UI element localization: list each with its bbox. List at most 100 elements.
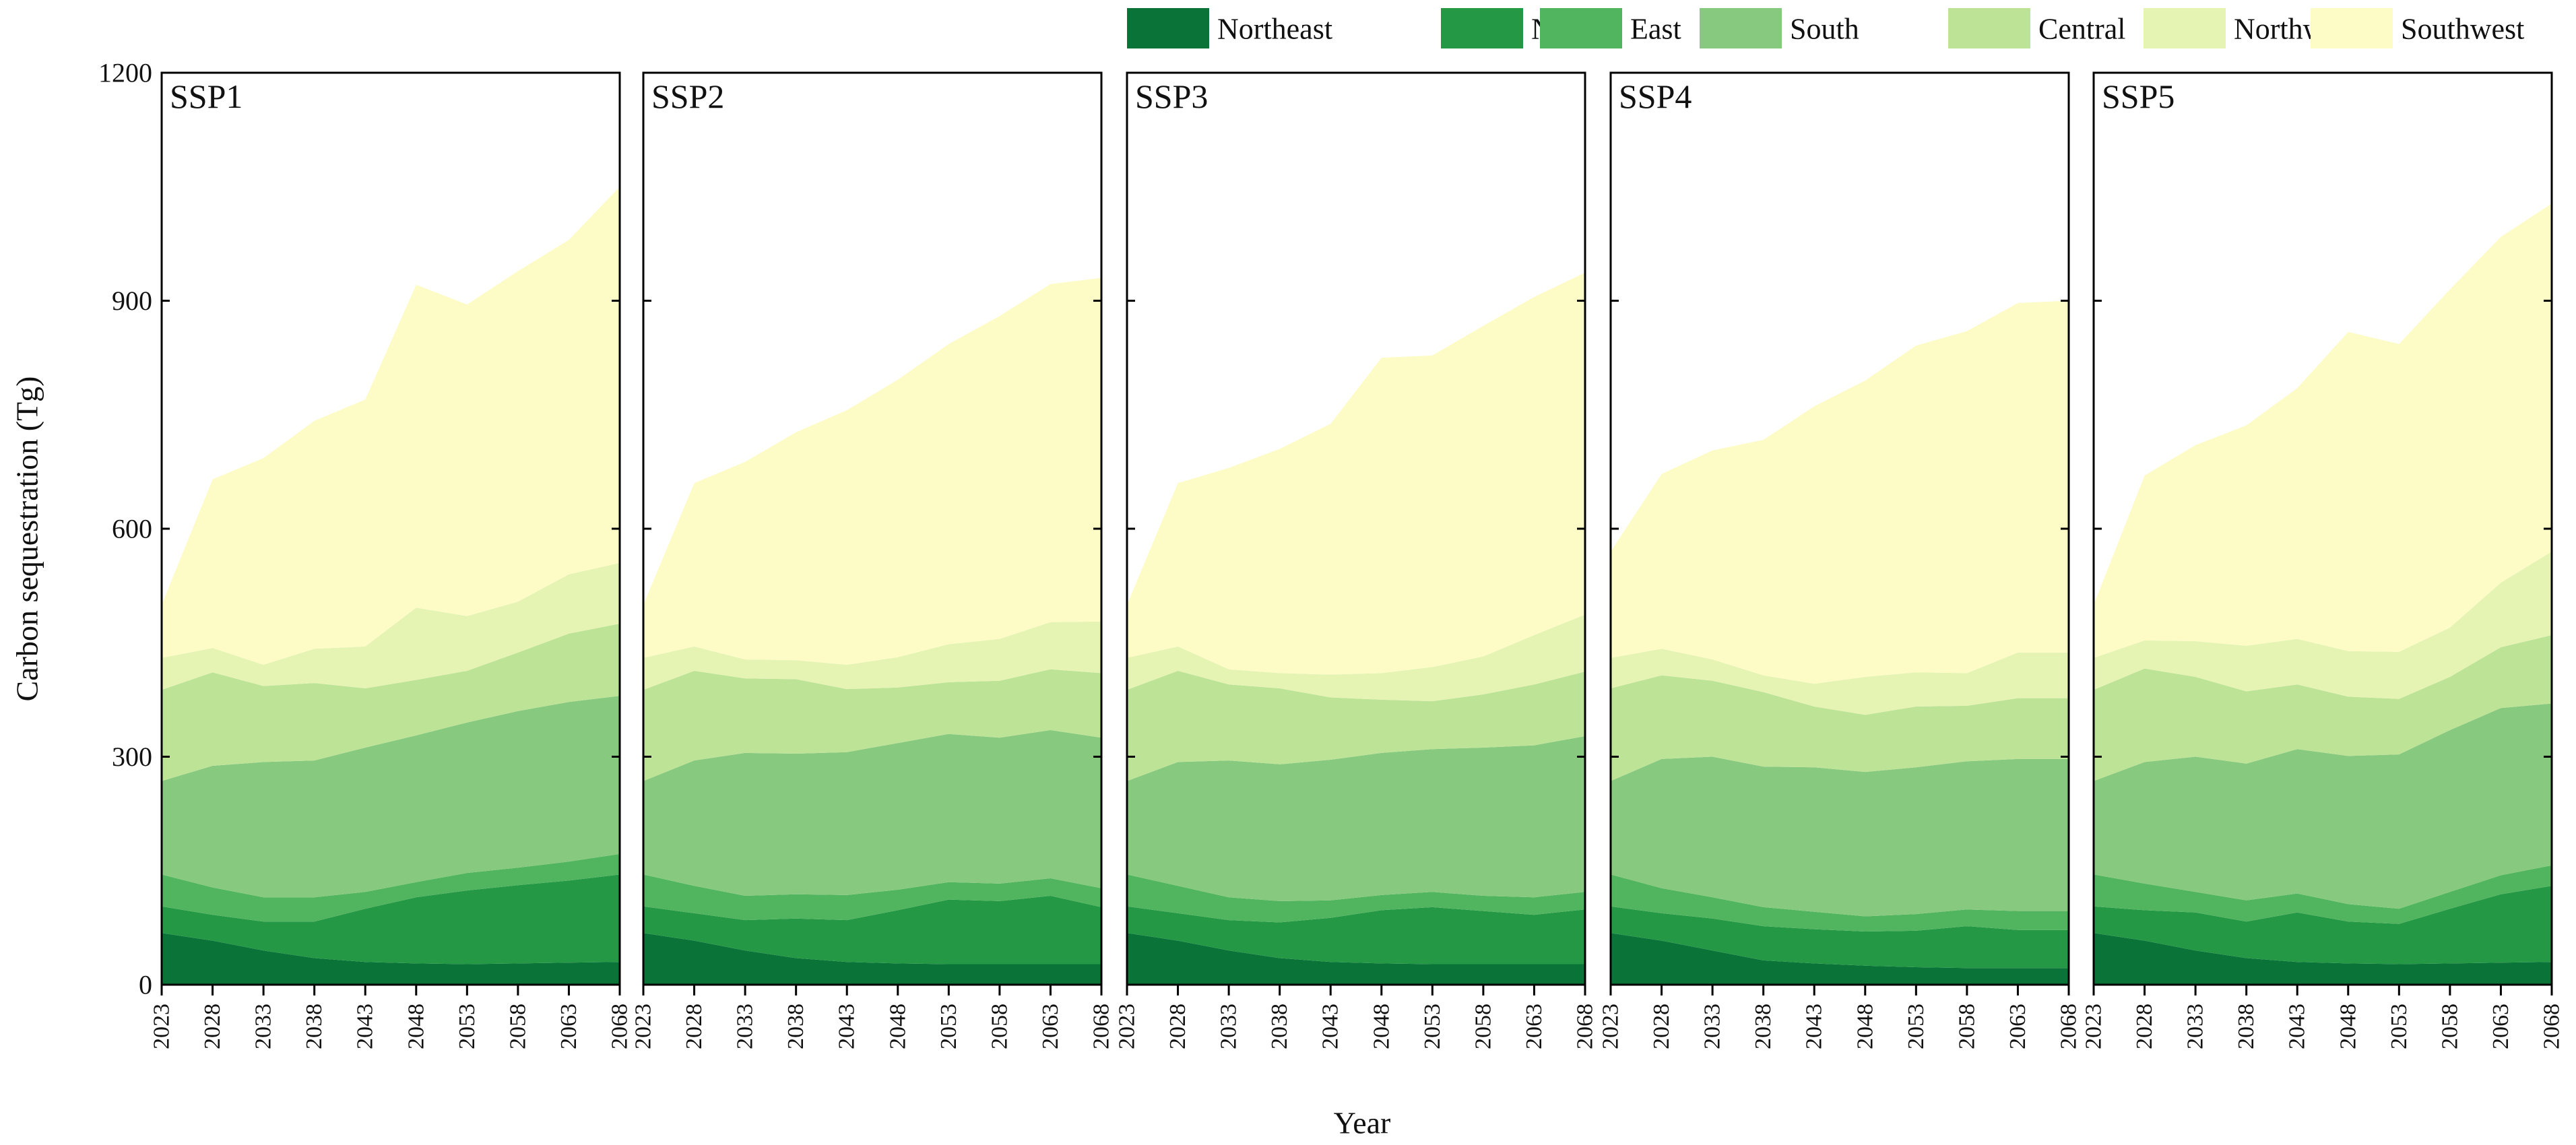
- panel-ssp4: 2023 2028 2033 2038 2043 2048 2053 2058 2063 2068…: [1599, 71, 2082, 1049]
- x-tick-label: 2023: [631, 1004, 656, 1049]
- x-tick-label: 2063: [2488, 1004, 2513, 1049]
- y-tick-label: 0: [139, 970, 152, 1000]
- x-tick-label: 2063: [556, 1004, 581, 1049]
- area-ssp1-southwest: [162, 187, 620, 665]
- x-axis-label: Year: [1334, 1106, 1391, 1140]
- area-ssp3-central: [1127, 671, 1585, 781]
- area-ssp2-east: [643, 874, 1101, 921]
- area-ssp2-northwest: [643, 621, 1101, 690]
- panel-ssp3: 2023 2028 2033 2038 2043 2048 2053 2058 2063 2068…: [1115, 71, 1598, 1049]
- area-ssp3-north: [1127, 906, 1585, 964]
- legend-label: Southwest: [2401, 13, 2524, 46]
- area-ssp3-south: [1127, 736, 1585, 901]
- area-ssp3-east: [1127, 874, 1585, 923]
- legend: NortheastNorthEastSouthCentralNorthwestS…: [1127, 8, 2524, 48]
- legend-item-east: East: [1540, 8, 1681, 48]
- area-ssp1-central: [162, 624, 620, 781]
- area-ssp4-northwest: [1611, 649, 2069, 715]
- x-tick-label: 2063: [1038, 1004, 1063, 1049]
- panel-title: SSP2: [651, 77, 724, 115]
- area-ssp2-southwest: [643, 277, 1101, 665]
- x-tick-label: 2038: [302, 1004, 327, 1049]
- area-ssp1-northeast: [162, 933, 620, 985]
- legend-item-south: South: [1700, 8, 1859, 48]
- panel-ssp1: 2023 2028 2033 2038 2043 2048 2053 2058 2063 2068…: [150, 71, 633, 1049]
- x-tick-label: 2028: [682, 1004, 707, 1049]
- x-tick-label: 2043: [835, 1004, 860, 1049]
- x-tick-label: 2068: [1089, 1004, 1114, 1049]
- area-ssp5-northwest: [2094, 551, 2552, 699]
- x-tick-label: 2048: [2336, 1004, 2360, 1049]
- y-tick-label: 1200: [98, 58, 152, 88]
- x-tick-label: 2028: [1649, 1004, 1674, 1049]
- area-ssp4-northeast: [1611, 933, 2069, 985]
- x-tick-label: 2058: [505, 1004, 530, 1049]
- x-tick-label: 2058: [987, 1004, 1012, 1049]
- area-ssp5-south: [2094, 703, 2552, 909]
- x-tick-label: 2058: [1954, 1004, 1979, 1049]
- x-tick-label: 2058: [1471, 1004, 1495, 1049]
- x-tick-label: 2068: [608, 1004, 633, 1049]
- x-tick-label: 2048: [404, 1004, 428, 1049]
- area-ssp3-northwest: [1127, 614, 1585, 702]
- y-tick-label: 300: [112, 742, 152, 772]
- legend-item-central: Central: [1948, 8, 2126, 48]
- area-ssp5-north: [2094, 886, 2552, 964]
- area-ssp2-south: [643, 730, 1101, 896]
- x-tick-label: 2063: [1522, 1004, 1547, 1049]
- y-tick-label: 900: [112, 286, 152, 316]
- x-tick-label: 2048: [1853, 1004, 1877, 1049]
- legend-label: Central: [2038, 13, 2126, 46]
- x-tick-label: 2068: [1573, 1004, 1598, 1049]
- y-tick-label: 600: [112, 514, 152, 544]
- x-tick-label: 2023: [2082, 1004, 2106, 1049]
- area-ssp3-northeast: [1127, 933, 1585, 985]
- area-ssp5-east: [2094, 865, 2552, 924]
- area-ssp1-north: [162, 874, 620, 964]
- x-tick-label: 2038: [1751, 1004, 1776, 1049]
- area-ssp3-southwest: [1127, 272, 1585, 675]
- area-ssp5-southwest: [2094, 203, 2552, 658]
- area-ssp2-northeast: [643, 933, 1101, 985]
- x-tick-label: 2028: [200, 1004, 225, 1049]
- panel-title: SSP1: [170, 77, 243, 115]
- x-tick-label: 2043: [2285, 1004, 2310, 1049]
- legend-swatch: [2311, 8, 2393, 48]
- legend-label: East: [1630, 13, 1681, 46]
- x-tick-label: 2063: [2005, 1004, 2030, 1049]
- legend-label: Northeast: [1217, 13, 1332, 46]
- panel-title: SSP4: [1619, 77, 1692, 115]
- x-tick-label: 2028: [2132, 1004, 2157, 1049]
- area-ssp4-south: [1611, 756, 2069, 917]
- legend-swatch: [1700, 8, 1782, 48]
- x-tick-label: 2043: [353, 1004, 378, 1049]
- chart-panels: 2023 2028 2033 2038 2043 2048 2053 2058 2063 2068…: [150, 71, 2565, 1049]
- x-tick-label: 2033: [1217, 1004, 1242, 1049]
- x-tick-label: 2023: [150, 1004, 174, 1049]
- x-tick-label: 2068: [2540, 1004, 2565, 1049]
- panel-ssp5: 2023 2028 2033 2038 2043 2048 2053 2058 2063 2068…: [2082, 71, 2565, 1049]
- x-tick-label: 2038: [2234, 1004, 2259, 1049]
- area-ssp5-northeast: [2094, 933, 2552, 985]
- x-tick-label: 2023: [1599, 1004, 1623, 1049]
- x-tick-label: 2053: [936, 1004, 961, 1049]
- x-tick-label: 2068: [2057, 1004, 2082, 1049]
- y-axis: 0 300 600 900 1200: [98, 58, 152, 1000]
- area-ssp4-central: [1611, 675, 2069, 781]
- legend-swatch: [1948, 8, 2030, 48]
- area-ssp4-east: [1611, 874, 2069, 931]
- legend-swatch: [1441, 8, 1523, 48]
- legend-item-southwest: Southwest: [2311, 8, 2524, 48]
- x-tick-label: 2053: [2387, 1004, 2412, 1049]
- x-tick-label: 2028: [1165, 1004, 1190, 1049]
- panel-ssp2: 2023 2028 2033 2038 2043 2048 2053 2058 2063 2068…: [631, 71, 1114, 1049]
- x-tick-label: 2033: [1700, 1004, 1725, 1049]
- legend-label: South: [1790, 13, 1859, 46]
- x-tick-label: 2048: [885, 1004, 910, 1049]
- area-ssp4-southwest: [1611, 300, 2069, 684]
- legend-item-northeast: Northeast: [1127, 8, 1332, 48]
- x-tick-label: 2043: [1802, 1004, 1827, 1049]
- x-tick-label: 2043: [1318, 1004, 1343, 1049]
- x-tick-label: 2023: [1115, 1004, 1140, 1049]
